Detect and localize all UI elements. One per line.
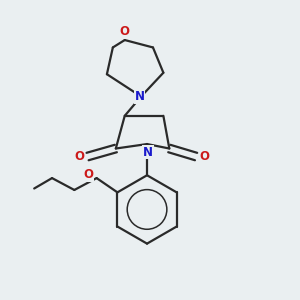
Text: O: O bbox=[200, 150, 209, 163]
Text: O: O bbox=[120, 25, 130, 38]
Text: N: N bbox=[143, 146, 153, 159]
Text: N: N bbox=[135, 90, 145, 103]
Text: O: O bbox=[75, 150, 85, 163]
Text: O: O bbox=[83, 168, 93, 181]
